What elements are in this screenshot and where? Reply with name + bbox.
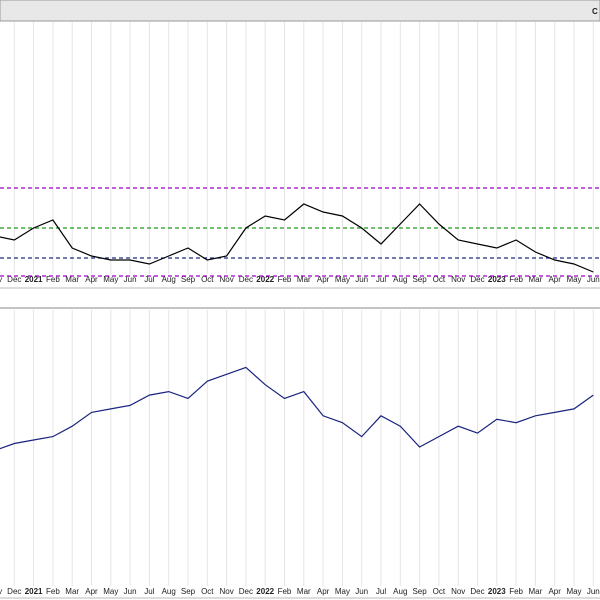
- x-tick-label: Mar: [529, 275, 543, 284]
- x-tick-label: May: [103, 587, 118, 596]
- x-tick-label: Apr: [317, 275, 330, 284]
- x-tick-label: Jun: [587, 587, 600, 596]
- x-tick-label: Aug: [162, 587, 176, 596]
- header-bar: [0, 0, 600, 22]
- x-tick-label: Dec: [7, 587, 21, 596]
- x-tick-label: May: [335, 587, 350, 596]
- x-tick-label: Dec: [470, 275, 484, 284]
- x-tick-label: May: [103, 275, 118, 284]
- x-tick-label: Jun: [355, 587, 368, 596]
- chart-title: C: [592, 7, 598, 16]
- x-tick-label: Dec: [239, 587, 253, 596]
- x-tick-label: Jun: [124, 275, 137, 284]
- x-tick-label: Apr: [85, 275, 98, 284]
- x-tick-label: 2023: [488, 275, 506, 284]
- x-tick-label: Jun: [587, 275, 600, 284]
- x-tick-label: Jun: [124, 587, 137, 596]
- x-tick-label: Nov: [219, 275, 233, 284]
- x-tick-label: Sep: [412, 275, 427, 284]
- x-tick-label: 2021: [25, 587, 43, 596]
- x-tick-label: 2022: [256, 275, 274, 284]
- x-tick-label: Apr: [548, 587, 561, 596]
- x-tick-label: Aug: [393, 587, 407, 596]
- x-tick-label: Sep: [412, 587, 427, 596]
- x-tick-label: 2022: [256, 587, 274, 596]
- x-tick-label: Apr: [85, 587, 98, 596]
- x-tick-label: Apr: [317, 587, 330, 596]
- x-tick-label: Nov: [0, 275, 2, 284]
- x-tick-label: Dec: [470, 587, 484, 596]
- x-tick-label: Nov: [451, 275, 465, 284]
- x-tick-label: Oct: [433, 275, 446, 284]
- x-tick-label: May: [566, 587, 581, 596]
- x-tick-label: Jul: [144, 587, 154, 596]
- x-tick-label: 2023: [488, 587, 506, 596]
- x-tick-label: Nov: [0, 587, 2, 596]
- x-tick-label: Nov: [219, 587, 233, 596]
- x-tick-label: Feb: [278, 275, 292, 284]
- x-tick-label: Apr: [548, 275, 561, 284]
- x-tick-label: Feb: [509, 275, 523, 284]
- x-tick-label: Nov: [451, 587, 465, 596]
- x-tick-label: Jun: [355, 275, 368, 284]
- x-tick-label: May: [566, 275, 581, 284]
- x-tick-label: Mar: [529, 587, 543, 596]
- x-tick-label: Dec: [7, 275, 21, 284]
- x-tick-label: Mar: [297, 587, 311, 596]
- x-tick-label: Feb: [46, 275, 60, 284]
- x-tick-label: Mar: [65, 275, 79, 284]
- price-line: [0, 366, 594, 450]
- x-tick-label: Dec: [239, 275, 253, 284]
- x-tick-label: Jul: [376, 275, 386, 284]
- x-tick-label: Feb: [46, 587, 60, 596]
- x-tick-label: Sep: [181, 587, 196, 596]
- x-tick-label: Oct: [201, 587, 214, 596]
- x-tick-label: Oct: [201, 275, 214, 284]
- x-tick-label: Jul: [376, 587, 386, 596]
- x-tick-label: Aug: [162, 275, 176, 284]
- x-tick-label: Mar: [65, 587, 79, 596]
- x-tick-label: Feb: [509, 587, 523, 596]
- x-tick-label: Sep: [181, 275, 196, 284]
- x-tick-label: Aug: [393, 275, 407, 284]
- price-line: [0, 203, 594, 273]
- x-tick-label: Feb: [278, 587, 292, 596]
- x-tick-label: May: [335, 275, 350, 284]
- x-tick-label: Oct: [433, 587, 446, 596]
- x-tick-label: 2021: [25, 275, 43, 284]
- x-tick-label: Jul: [144, 275, 154, 284]
- x-tick-label: Mar: [297, 275, 311, 284]
